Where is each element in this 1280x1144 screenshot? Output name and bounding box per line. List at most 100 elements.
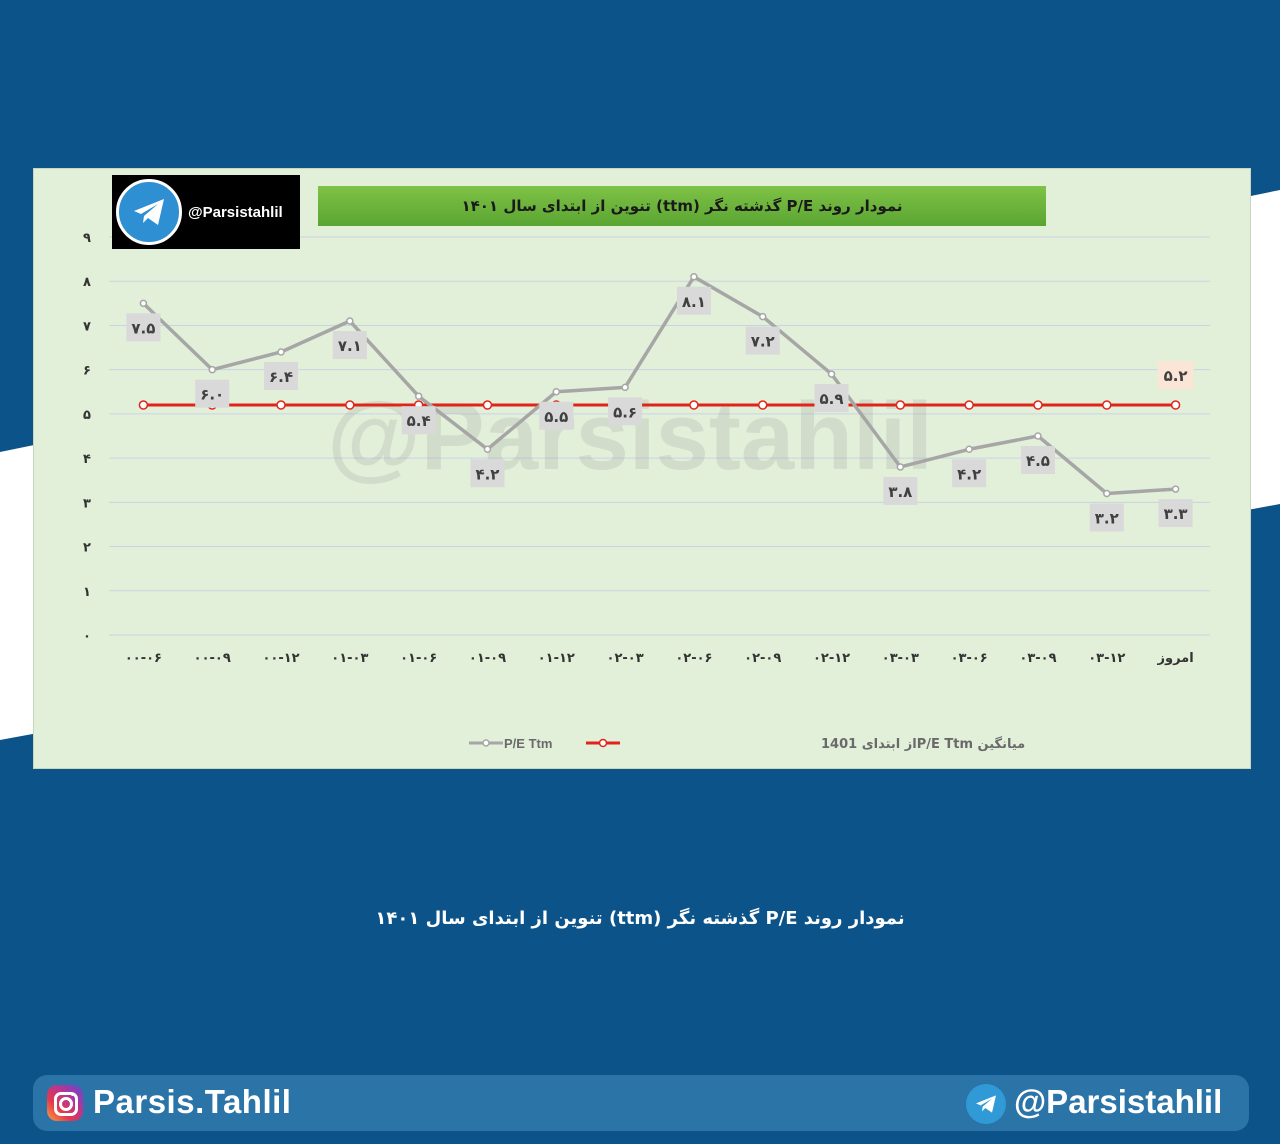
pe-point [414, 392, 423, 400]
data-label: ۴.۵ [1026, 452, 1050, 470]
pe-point [827, 370, 836, 378]
pe-point [896, 463, 905, 471]
data-label-box [883, 476, 918, 505]
y-tick-label: ۳ [83, 496, 91, 511]
data-label: ۳.۳ [1164, 505, 1188, 523]
instagram-icon[interactable] [47, 1085, 83, 1121]
average-point [1102, 400, 1112, 410]
x-tick-label: ۰۳-۰۶ [951, 651, 988, 666]
y-tick-label: ۵ [83, 408, 91, 423]
x-tick-label: ۰۰-۱۲ [262, 651, 299, 666]
channel-logo: @Parsistahlil [112, 175, 300, 249]
pe-point [1103, 489, 1111, 498]
pe-line [142, 275, 1176, 496]
data-label: ۵.۶ [613, 403, 637, 421]
pe-point [208, 365, 216, 374]
x-tick-label: ۰۱-۰۶ [400, 651, 437, 666]
legend-pe-marker [482, 739, 490, 747]
average-point [689, 400, 699, 410]
data-label-box [401, 406, 436, 435]
data-label-box [539, 401, 574, 430]
data-label-box [470, 459, 505, 488]
data-label: ۵.۵ [544, 408, 568, 426]
pe-point [483, 445, 492, 454]
pe-point [965, 445, 973, 454]
data-label: ۴.۲ [957, 465, 981, 483]
average-point [482, 400, 493, 410]
data-label: ۷.۲ [751, 333, 775, 351]
data-label-box [195, 379, 230, 408]
telegram-handle[interactable]: @Parsistahlil [1014, 1083, 1223, 1120]
page-caption: نمودار روند P/E گذشته نگر (ttm) تنوین از… [375, 908, 905, 929]
pe-point [621, 383, 629, 392]
data-label-box [952, 459, 987, 488]
legend-avg-marker [598, 738, 608, 748]
average-point [757, 400, 768, 410]
pe-point [1171, 485, 1180, 493]
y-tick-label: ۲ [83, 541, 91, 556]
x-tick-label: ۰۱-۰۳ [331, 651, 368, 666]
average-point [964, 400, 974, 410]
pe-point [690, 273, 698, 281]
y-tick-label: ۸ [83, 275, 91, 290]
data-label-box [126, 313, 161, 342]
average-label-box [1157, 361, 1194, 390]
chart-card: @Parsistahlil ۰ ۱ ۲ ۳ ۴ ۵ ۶ ۷ ۸ ۹ ۰۰-۰۶ ۰۰-۰۹ ۰۰-۱۲… [33, 168, 1251, 769]
data-label: ۸.۱ [682, 293, 706, 311]
x-tick-label: ۰۲-۰۶ [675, 651, 712, 666]
data-labels: ۷.۵ ۶.۰ ۶.۴ ۷.۱ ۵.۴ ۴.۲ ۵.۵ ۵.۶ ۸.۱ ۷.۲ ۵.۹ ۳.۸ ۴.۲ ۴… [126, 286, 1194, 532]
y-axis-ticks: ۰ ۱ ۲ ۳ ۴ ۵ ۶ ۷ ۸ ۹ [83, 231, 91, 644]
data-label-box [264, 361, 299, 390]
average-point [345, 400, 355, 410]
data-label-box [608, 397, 643, 426]
data-label: ۷.۵ [131, 319, 155, 337]
footer-bar: Parsis.Tahlil @Parsistahlil [33, 1075, 1249, 1131]
data-label: ۴.۲ [475, 465, 499, 483]
data-label-box [1089, 503, 1124, 532]
average-label: ۵.۲ [1164, 367, 1188, 385]
x-tick-label: ۰۳-۰۹ [1019, 651, 1056, 666]
instagram-handle[interactable]: Parsis.Tahlil [93, 1083, 292, 1120]
pe-point [758, 312, 767, 321]
x-tick-label: امروز [1157, 651, 1194, 666]
data-label-box [1020, 446, 1055, 474]
y-tick-label: ۹ [83, 231, 91, 246]
data-label: ۳.۲ [1095, 509, 1119, 527]
pe-point [1034, 432, 1042, 440]
x-axis-ticks: ۰۰-۰۶ ۰۰-۰۹ ۰۰-۱۲ ۰۱-۰۳ ۰۱-۰۶ ۰۱-۰۹ ۰۱-۱۲ ۰۲-۰۳… [125, 651, 1194, 666]
pe-series [139, 273, 1180, 498]
pe-point [552, 388, 561, 396]
y-tick-label: ۰ [83, 629, 91, 644]
x-tick-label: ۰۱-۰۹ [469, 651, 506, 666]
data-label-box [676, 286, 711, 315]
telegram-icon [116, 179, 182, 245]
data-label-box [1158, 499, 1193, 528]
x-tick-label: ۰۲-۰۹ [744, 651, 781, 666]
pe-point [139, 299, 148, 308]
data-label: ۶.۰ [200, 386, 224, 404]
x-tick-label: ۰۰-۰۹ [194, 651, 231, 666]
x-tick-label: ۰۱-۱۲ [538, 651, 575, 666]
data-label: ۷.۱ [338, 337, 362, 355]
legend: P/E Ttm میانگین P/E Ttmاز ابتدای 1401 [469, 736, 1025, 752]
x-tick-label: ۰۳-۰۳ [882, 651, 919, 666]
data-label-box [332, 331, 367, 360]
data-label: ۵.۴ [407, 412, 431, 430]
average-point [1170, 400, 1181, 410]
y-tick-label: ۶ [83, 364, 91, 379]
data-label-box [745, 326, 780, 355]
telegram-icon[interactable] [966, 1084, 1006, 1124]
y-tick-label: ۱ [83, 585, 91, 600]
legend-avg-label: میانگین P/E Ttmاز ابتدای 1401 [821, 736, 1025, 752]
x-tick-label: ۰۰-۰۶ [125, 651, 162, 666]
logo-handle: @Parsistahlil [188, 203, 283, 221]
y-tick-label: ۴ [83, 452, 91, 467]
average-point [276, 400, 286, 410]
chart-title: نمودار روند P/E گذشته نگر (ttm) تنوین از… [318, 186, 1046, 226]
legend-pe-label: P/E Ttm [504, 736, 552, 751]
pe-point [277, 348, 285, 356]
x-tick-label: ۰۲-۰۳ [607, 651, 644, 666]
data-label: ۶.۴ [269, 368, 293, 386]
data-label-box [814, 384, 849, 413]
